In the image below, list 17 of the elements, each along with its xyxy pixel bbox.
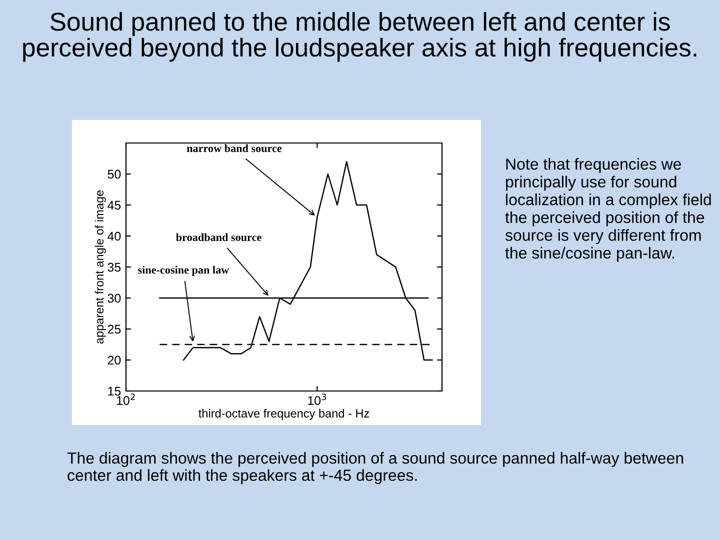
y-tick-label: 20 (108, 356, 121, 365)
text: Note that frequencies we principally use for sound localization in a complex field the perceived position of the source is very different from the sine/cosine pan-law. (505, 158, 711, 262)
annotation: narrow band source (186, 144, 282, 152)
y-axis-title: apparent front angle of image (94, 190, 106, 344)
y-tick-label: 25 (108, 324, 121, 334)
text: The diagram shows the perceived position of a sound source panned half-way between center and left with the speakers at +-45 degrees. (67, 452, 684, 484)
y-tick-label: 40 (108, 232, 121, 241)
annotation: broadband source (176, 233, 262, 242)
annotation: sine-cosine pan law (138, 266, 230, 276)
y-tick-label: 50 (108, 170, 121, 179)
y-tick-label: 45 (108, 200, 121, 210)
y-tick-label: 15 (108, 386, 121, 396)
x-tick-label: 10$^{3}$ (308, 394, 326, 405)
x-axis-title: third-octave frequency band - Hz (198, 408, 370, 420)
y-tick-label: 35 (108, 262, 121, 272)
y-tick-label: 30 (108, 294, 121, 303)
chart-title: Sound panned to the middle between left and center is perceived beyond the loudspeaker axis at high frequencies. (23, 12, 696, 62)
